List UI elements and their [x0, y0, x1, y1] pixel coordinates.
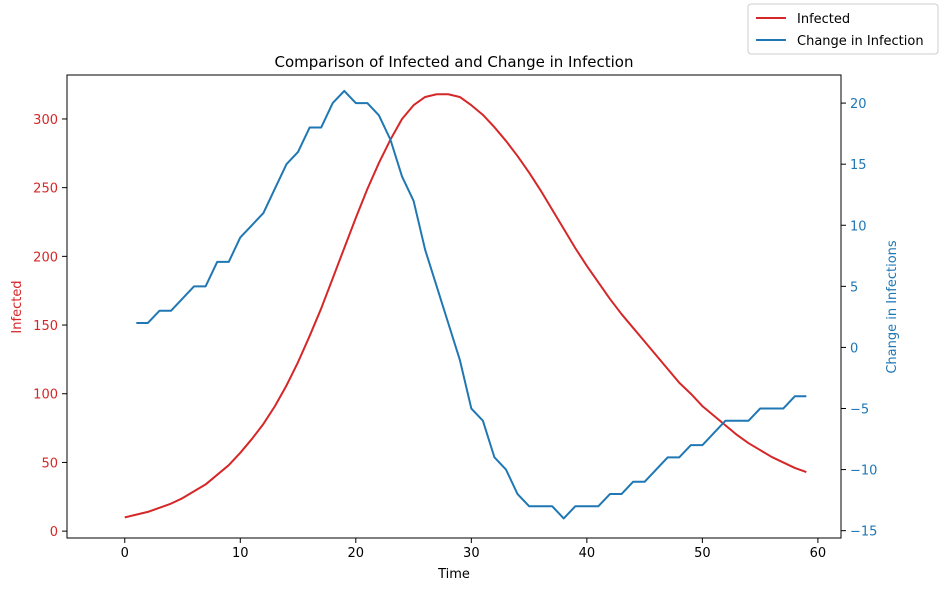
series-line-change-in-infection — [136, 89, 807, 520]
right-y-axis: −15 −10 −5 0 5 10 15 20 — [841, 97, 877, 540]
right-y-tick-label: −15 — [850, 525, 877, 540]
right-y-tick-label: −10 — [850, 464, 877, 479]
left-y-tick-label: 0 — [50, 525, 58, 540]
x-tick-label: 20 — [348, 546, 365, 561]
right-y-axis-label: Change in Infections — [885, 240, 900, 374]
chart-title: Comparison of Infected and Change in Inf… — [275, 53, 634, 71]
left-y-tick-label: 150 — [33, 319, 58, 334]
left-y-axis-label: Infected — [10, 280, 25, 333]
right-y-tick-label: 20 — [850, 97, 867, 112]
x-axis: 0 10 20 30 40 50 60 — [121, 538, 827, 561]
x-tick-label: 10 — [232, 546, 249, 561]
x-tick-label: 0 — [121, 546, 129, 561]
right-y-tick-label: 15 — [850, 158, 867, 173]
series-line-infected — [124, 93, 807, 519]
left-y-tick-label: 250 — [33, 182, 58, 197]
x-tick-label: 60 — [810, 546, 827, 561]
left-y-tick-label: 50 — [41, 456, 58, 471]
legend-label-change: Change in Infection — [797, 34, 924, 49]
x-axis-label: Time — [437, 567, 470, 582]
left-y-tick-label: 200 — [33, 250, 58, 265]
right-y-tick-label: 0 — [850, 341, 858, 356]
plot-area-frame — [66, 74, 842, 539]
x-tick-label: 50 — [694, 546, 711, 561]
x-tick-label: 30 — [463, 546, 480, 561]
legend-box — [747, 3, 939, 55]
x-tick-label: 40 — [579, 546, 596, 561]
right-y-tick-label: −5 — [850, 403, 869, 418]
left-y-axis: 0 50 100 150 200 250 300 — [33, 113, 67, 540]
left-y-tick-label: 100 — [33, 388, 58, 403]
right-y-tick-label: 5 — [850, 280, 858, 295]
series-layer — [124, 89, 807, 520]
right-y-tick-label: 10 — [850, 219, 867, 234]
left-y-tick-label: 300 — [33, 113, 58, 128]
legend: Infected Change in Infection — [747, 3, 939, 55]
legend-label-infected: Infected — [797, 12, 850, 27]
